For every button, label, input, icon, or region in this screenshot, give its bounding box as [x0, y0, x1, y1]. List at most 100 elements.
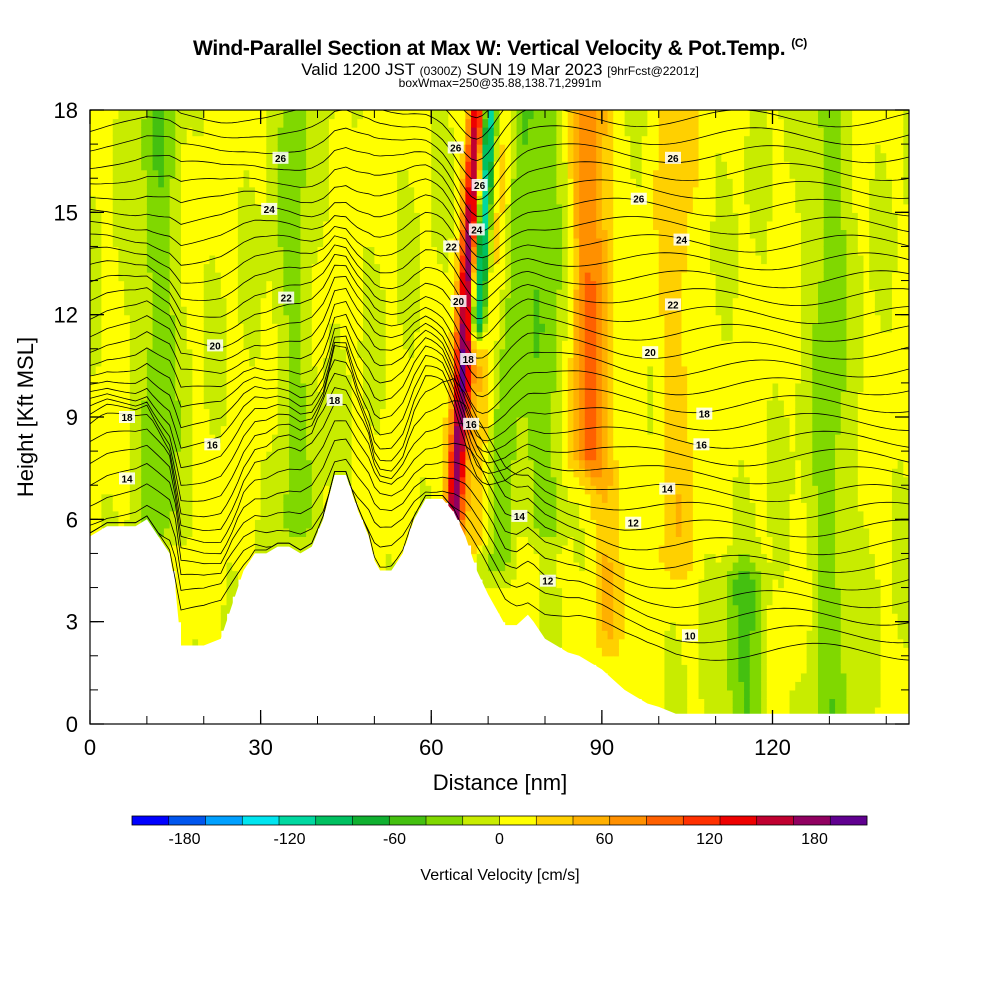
- velocity-cell: [118, 365, 125, 375]
- velocity-cell: [306, 152, 313, 162]
- velocity-cell: [118, 493, 125, 503]
- velocity-cell: [101, 152, 108, 162]
- velocity-cell: [380, 229, 387, 239]
- velocity-cell: [345, 425, 353, 435]
- velocity-cell: [169, 110, 176, 120]
- velocity-cell: [573, 246, 580, 256]
- velocity-cell: [436, 434, 444, 444]
- velocity-cell: [266, 272, 273, 282]
- velocity-cell: [465, 476, 472, 486]
- velocity-cell: [562, 638, 569, 648]
- velocity-cell: [260, 263, 267, 273]
- velocity-cell: [215, 536, 222, 546]
- velocity-cell: [328, 382, 336, 393]
- velocity-cell: [465, 425, 472, 435]
- velocity-cell: [249, 118, 256, 128]
- velocity-cell: [499, 365, 506, 375]
- velocity-cell: [562, 510, 569, 520]
- velocity-cell: [317, 374, 324, 384]
- velocity-cell: [499, 186, 506, 196]
- velocity-cell: [596, 510, 603, 520]
- velocity-cell: [163, 195, 171, 205]
- velocity-cell: [334, 229, 341, 239]
- velocity-cell: [158, 485, 165, 495]
- velocity-cell: [175, 596, 182, 606]
- velocity-cell: [283, 374, 290, 384]
- velocity-cell: [510, 536, 518, 546]
- velocity-cell: [198, 527, 205, 537]
- velocity-cell: [209, 365, 216, 375]
- velocity-cell: [573, 613, 580, 623]
- velocity-cell: [522, 118, 529, 128]
- velocity-cell: [391, 510, 398, 520]
- velocity-cell: [192, 391, 199, 401]
- velocity-cell: [209, 212, 216, 222]
- velocity-cell: [601, 544, 609, 555]
- velocity-cell: [471, 519, 478, 529]
- velocity-cell: [579, 127, 586, 137]
- velocity-cell: [488, 579, 495, 589]
- velocity-cell: [482, 220, 489, 230]
- velocity-cell: [215, 127, 222, 137]
- velocity-cell: [380, 186, 387, 196]
- velocity-cell: [232, 382, 239, 393]
- velocity-cell: [425, 399, 432, 410]
- velocity-cell: [550, 169, 557, 179]
- velocity-cell: [300, 272, 307, 282]
- velocity-cell: [186, 621, 193, 631]
- velocity-cell: [584, 348, 592, 358]
- velocity-cell: [141, 203, 148, 213]
- velocity-cell: [135, 399, 142, 410]
- velocity-cell: [198, 340, 205, 350]
- velocity-cell: [590, 272, 597, 282]
- velocity-cell: [334, 297, 341, 307]
- velocity-cell: [567, 144, 575, 154]
- velocity-cell: [112, 118, 120, 128]
- velocity-cell: [112, 212, 120, 222]
- velocity-cell: [152, 263, 159, 273]
- velocity-cell: [266, 408, 273, 418]
- velocity-cell: [380, 519, 387, 529]
- velocity-cell: [124, 391, 131, 401]
- velocity-cell: [146, 374, 154, 384]
- velocity-cell: [601, 297, 609, 307]
- velocity-cell: [431, 229, 438, 239]
- velocity-cell: [198, 246, 205, 256]
- velocity-cell: [607, 417, 614, 427]
- velocity-cell: [289, 434, 296, 444]
- velocity-cell: [590, 536, 597, 546]
- velocity-cell: [499, 544, 506, 555]
- velocity-cell: [448, 280, 455, 290]
- velocity-cell: [579, 212, 586, 222]
- velocity-cell: [169, 306, 176, 316]
- velocity-cell: [590, 587, 597, 597]
- velocity-cell: [198, 135, 205, 145]
- velocity-cell: [181, 621, 188, 631]
- velocity-cell: [226, 468, 233, 478]
- velocity-cell: [181, 527, 188, 537]
- velocity-cell: [163, 382, 171, 393]
- velocity-cell: [380, 417, 387, 427]
- velocity-cell: [522, 144, 529, 154]
- velocity-cell: [141, 186, 148, 196]
- velocity-cell: [539, 391, 546, 401]
- velocity-cell: [465, 212, 472, 222]
- velocity-cell: [567, 485, 575, 495]
- velocity-cell: [550, 476, 557, 486]
- velocity-cell: [448, 374, 455, 384]
- velocity-cell: [488, 544, 495, 555]
- velocity-cell: [90, 195, 97, 205]
- velocity-cell: [374, 254, 381, 265]
- velocity-cell: [374, 408, 381, 418]
- velocity-cell: [425, 382, 432, 393]
- velocity-cell: [590, 144, 597, 154]
- velocity-cell: [181, 382, 188, 393]
- velocity-cell: [175, 527, 182, 537]
- velocity-cell: [425, 365, 432, 375]
- velocity-cell: [101, 357, 108, 367]
- velocity-cell: [562, 493, 569, 503]
- velocity-cell: [311, 485, 319, 495]
- velocity-cell: [522, 331, 529, 341]
- velocity-cell: [345, 178, 353, 188]
- velocity-cell: [567, 246, 575, 256]
